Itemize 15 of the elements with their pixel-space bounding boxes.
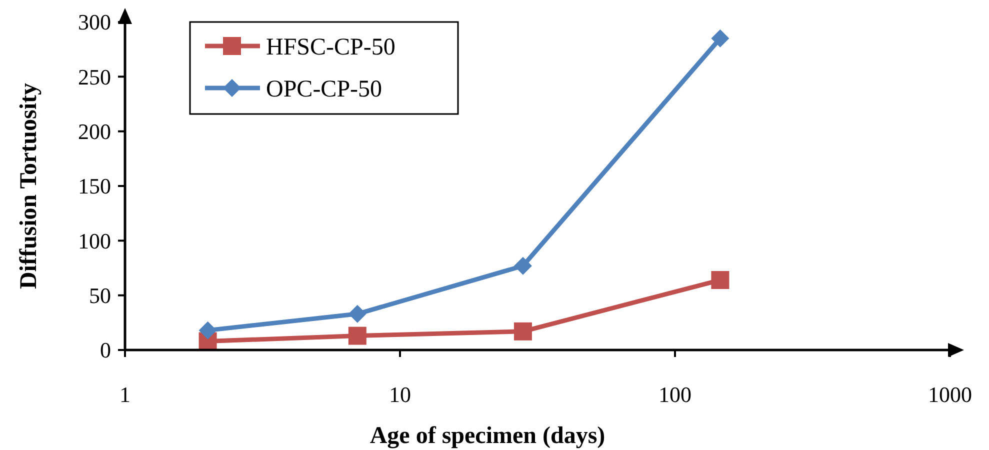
x-axis-title: Age of specimen (days) xyxy=(370,423,606,449)
y-tick-label: 0 xyxy=(100,338,111,363)
y-axis-title: Diffusion Tortuosity xyxy=(16,82,42,290)
x-tick-label: 10 xyxy=(389,382,411,407)
legend-label: HFSC-CP-50 xyxy=(266,34,396,60)
legend-label: OPC-CP-50 xyxy=(266,76,382,102)
y-tick-label: 300 xyxy=(78,10,111,35)
y-tick-label: 50 xyxy=(89,283,111,308)
y-tick-label: 200 xyxy=(78,119,111,144)
x-tick-label: 100 xyxy=(658,382,692,407)
y-tick-label: 100 xyxy=(78,228,111,254)
x-tick-label: 1 xyxy=(120,382,130,407)
y-tick-label: 150 xyxy=(78,174,111,199)
x-tick-label: 1000 xyxy=(928,382,972,407)
y-tick-label: 250 xyxy=(78,64,111,90)
